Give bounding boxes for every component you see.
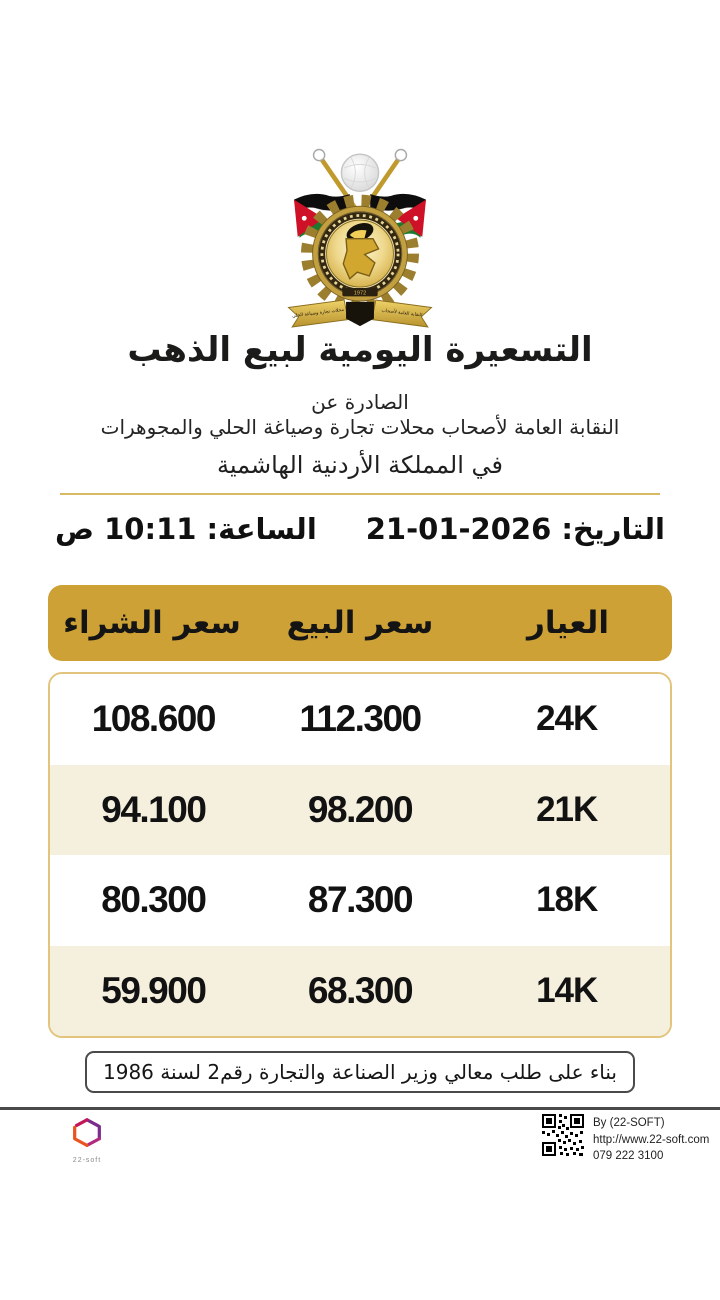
footer-divider — [0, 1107, 720, 1110]
kingdom-line: في المملكة الأردنية الهاشمية — [216, 451, 504, 479]
date-field: التاريخ: 21-01-2026 — [366, 512, 665, 546]
table-row-14k: 14K 68.300 59.900 — [50, 945, 670, 1036]
karat-cell: 21K — [536, 789, 598, 829]
section-divider — [60, 493, 660, 495]
syndicate-emblem-icon: 1972 محلات تجارة وصياغة الحلي النقابة ال… — [287, 148, 433, 328]
buy-price-cell: 108.600 — [91, 698, 217, 740]
price-table-header: العيار سعر البيع سعر الشراء — [48, 585, 672, 661]
sell-price-cell: 87.300 — [307, 879, 414, 921]
header-cell-karat: العيار — [527, 605, 609, 641]
sell-price-cell: 112.300 — [299, 698, 422, 740]
vendor-logo: 22-soft — [55, 1116, 119, 1164]
established-year: 1972 — [354, 290, 366, 296]
syndicate-emblem: 1972 محلات تجارة وصياغة الحلي النقابة ال… — [281, 140, 439, 334]
time-field: الساعة: 10:11 ص — [55, 512, 317, 546]
vendor-name: 22-soft — [72, 1157, 102, 1164]
sell-price-cell: 68.300 — [307, 969, 414, 1011]
header-cell-buy: سعر الشراء — [63, 605, 241, 641]
karat-cell: 14K — [536, 970, 598, 1010]
header-cell-sell: سعر البيع — [286, 605, 434, 641]
syndicate-name-line: النقابة العامة لأصحاب محلات تجارة وصياغة… — [100, 415, 620, 439]
datetime-row: التاريخ: 21-01-2026 الساعة: 10:11 ص — [55, 512, 665, 546]
ribbon-banner-icon: محلات تجارة وصياغة الحلي النقابة العامة … — [287, 299, 433, 328]
jordan-map-icon — [342, 238, 380, 280]
buy-price-cell: 59.900 — [101, 969, 207, 1011]
buy-price-cell: 94.100 — [101, 788, 207, 830]
karat-cell: 18K — [536, 880, 598, 920]
time-value: 10:11 ص — [55, 512, 197, 546]
vendor-url: http://www.22-soft.com — [593, 1133, 710, 1146]
22soft-cube-icon — [73, 1118, 101, 1147]
vendor-contact-text: By (22-SOFT) http://www.22-soft.com 079 … — [593, 1112, 709, 1165]
ministry-note: بناء على طلب معالي وزير الصناعة والتجارة… — [85, 1051, 635, 1093]
table-row-18k: 18K 87.300 80.300 — [50, 855, 670, 946]
price-table-body: 24K 112.300 108.600 21K 98.200 94.100 18… — [48, 672, 672, 1038]
date-label: التاريخ: — [561, 512, 665, 546]
sell-price-cell: 98.200 — [307, 788, 414, 830]
emblem-ribbon-right-text: النقابة العامة لأصحاب — [381, 307, 423, 319]
qr-code-icon — [540, 1112, 586, 1158]
time-label: الساعة: — [206, 512, 317, 546]
buy-price-cell: 80.300 — [101, 879, 207, 921]
established-band — [342, 287, 378, 297]
table-row-21k: 21K 98.200 94.100 — [50, 764, 670, 855]
issued-by-line: الصادرة عن — [311, 390, 409, 414]
vendor-phone: 079 222 3100 — [593, 1150, 664, 1163]
pearl-sphere-icon — [340, 153, 380, 193]
karat-cell: 24K — [536, 699, 598, 739]
page-title: التسعيرة اليومية لبيع الذهب — [127, 330, 593, 370]
crucible-icon — [346, 223, 374, 242]
vendor-credit: By (22-SOFT) — [593, 1117, 665, 1129]
vendor-contact: By (22-SOFT) http://www.22-soft.com 079 … — [540, 1112, 709, 1165]
table-row-24k: 24K 112.300 108.600 — [50, 674, 670, 765]
date-value: 21-01-2026 — [365, 512, 552, 546]
